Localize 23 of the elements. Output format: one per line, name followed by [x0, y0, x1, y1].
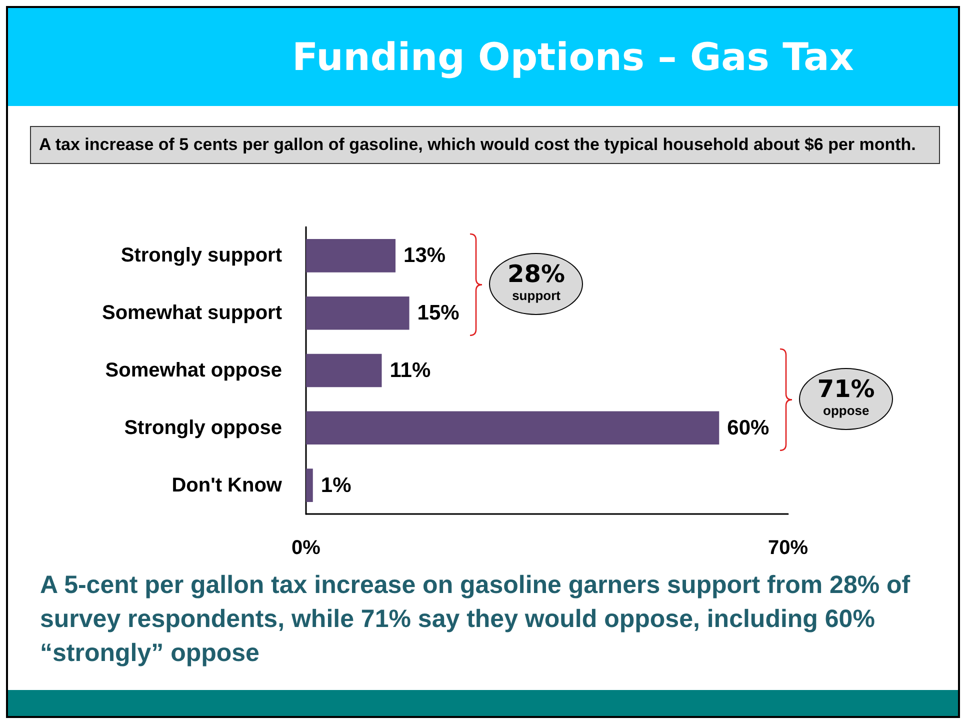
ellipse-callout: 28% support [489, 253, 584, 316]
y-tick-label: Don't Know [172, 474, 282, 496]
bar [306, 411, 720, 445]
bar [306, 354, 382, 388]
ellipse-callout: 71% oppose [799, 368, 894, 430]
data-label: 60% [727, 416, 770, 440]
chart-subtitle: A tax increase of 5 cents per gallon of gasoline, which would cost the typical household about $6 per month. [30, 126, 940, 164]
bar [306, 296, 410, 330]
x-tick-label: 0% [292, 537, 321, 559]
y-tick-label: Somewhat support [102, 302, 282, 324]
bar [306, 468, 313, 502]
data-label: 1% [320, 474, 352, 497]
x-tick-label: 70% [768, 537, 808, 559]
data-label: 15% [417, 302, 460, 325]
data-label: 11% [390, 359, 431, 382]
text: A 5-cent per gallon tax increase on gasoline garners support from 28% of survey respondents, while 71% say they would oppose, including 60% “strongly” oppose [40, 570, 912, 669]
bar [306, 239, 396, 272]
y-tick-label: Strongly support [120, 244, 282, 267]
annotation: 28% support [506, 260, 566, 304]
chart-title: Funding Options – Gas Tax [291, 34, 855, 81]
data-label: 13% [404, 244, 446, 268]
y-tick-label: Somewhat oppose [105, 360, 282, 382]
y-tick-label: Strongly oppose [124, 416, 282, 439]
